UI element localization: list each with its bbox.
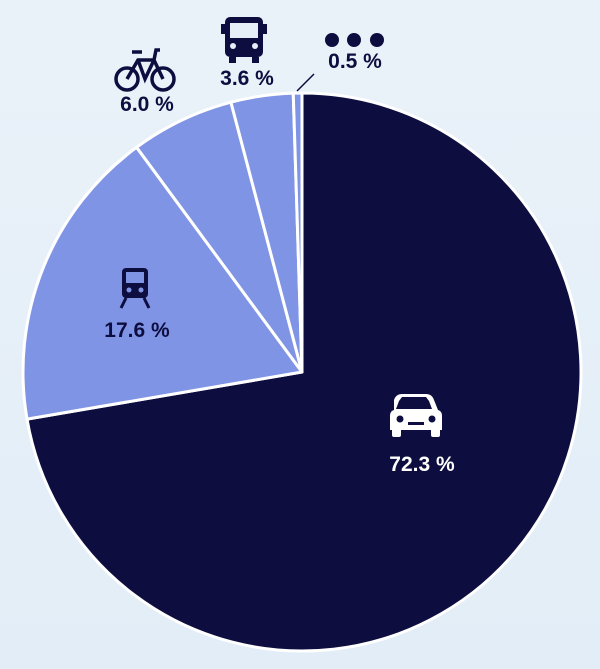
more-dots-icon	[325, 33, 384, 47]
slice-label-other: 0.5 %	[328, 50, 382, 73]
pie-slice-car	[25, 91, 583, 653]
pie-slice-other	[291, 91, 304, 374]
car-icon	[390, 394, 442, 437]
slice-label-train: 17.6 %	[104, 319, 170, 342]
slice-label-car: 72.3 %	[389, 453, 455, 476]
slice-label-bicycle: 6.0 %	[120, 93, 174, 116]
bicycle-icon	[114, 48, 176, 92]
pie-slices	[21, 91, 583, 653]
leader-line-other	[296, 73, 315, 92]
train-icon	[119, 268, 151, 309]
pie-slice-train	[21, 145, 304, 421]
bus-icon	[221, 17, 267, 63]
slice-label-bus: 3.6 %	[220, 67, 274, 90]
